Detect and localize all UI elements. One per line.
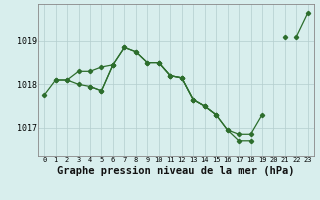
X-axis label: Graphe pression niveau de la mer (hPa): Graphe pression niveau de la mer (hPa) — [57, 166, 295, 176]
